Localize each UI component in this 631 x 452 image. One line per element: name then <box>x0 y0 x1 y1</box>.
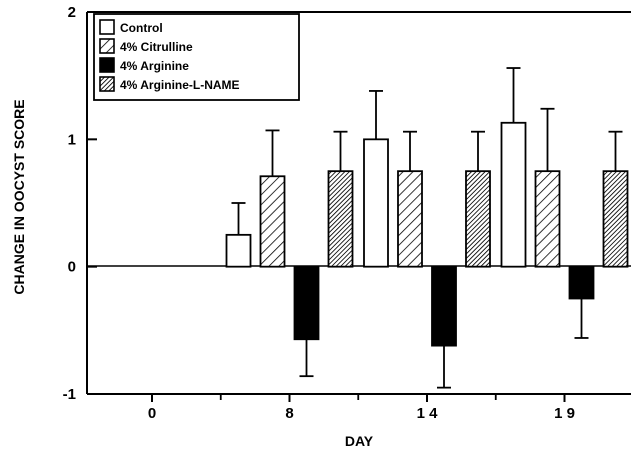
bar <box>568 265 595 300</box>
legend-label: 4% Arginine <box>120 59 189 73</box>
y-tick-label: -1 <box>63 386 76 403</box>
legend-label: Control <box>120 21 163 35</box>
bar <box>500 121 527 268</box>
x-tick-label: 8 <box>285 405 293 422</box>
bars <box>225 67 629 389</box>
y-tick-label: 1 <box>68 131 76 148</box>
bar <box>363 138 389 268</box>
bar <box>293 265 320 341</box>
x-ticks: 0 8 1 4 1 9 <box>148 394 575 422</box>
legend-swatch <box>99 76 115 92</box>
bar <box>225 233 252 268</box>
legend-swatch <box>99 19 115 35</box>
x-tick-label: 0 <box>148 405 156 422</box>
bar <box>534 170 561 268</box>
bar <box>397 170 423 268</box>
legend-label: 4% Citrulline <box>120 40 193 54</box>
legend: Control 4% Citrulline 4% Arginine 4% Argini… <box>93 13 300 101</box>
x-tick-label: 1 9 <box>554 405 575 422</box>
x-axis-title: DAY <box>345 433 374 449</box>
y-tick-label: 2 <box>68 4 76 21</box>
x-tick-label: 1 4 <box>417 405 439 422</box>
bar <box>431 265 457 347</box>
y-axis-title: CHANGE IN OOCYST SCORE <box>11 99 27 294</box>
bar <box>602 170 629 268</box>
legend-swatch <box>99 38 115 54</box>
bar <box>259 175 286 268</box>
legend-label: 4% Arginine-L-NAME <box>120 78 240 92</box>
legend-swatch <box>99 57 115 73</box>
y-tick-label: 0 <box>68 259 76 276</box>
bar <box>465 170 491 268</box>
legend-frame <box>93 13 300 101</box>
bar <box>327 170 354 268</box>
y-ticks: -1 0 1 2 <box>63 4 97 403</box>
